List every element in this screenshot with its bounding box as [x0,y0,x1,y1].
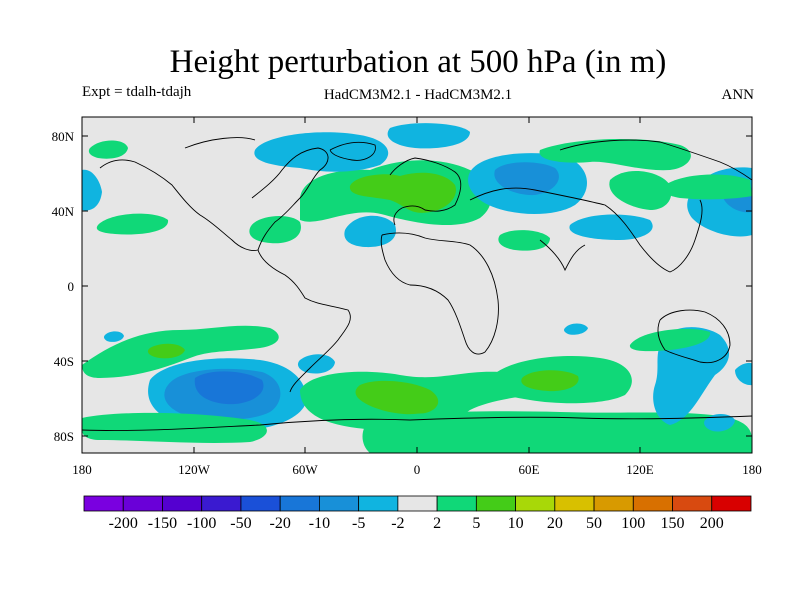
contour-neg-australia [653,327,730,425]
colorbar-swatch [672,495,713,512]
colorbar-label: 200 [700,515,724,532]
contour-10-europe [349,172,456,213]
y-tick-label: 40S [54,354,74,369]
colorbar-label: -10 [309,515,330,532]
x-tick-label: 120W [178,462,211,477]
y-axis [82,135,752,437]
y-tick-label: 40N [52,204,75,219]
colorbar-label: 150 [661,515,685,532]
colorbar-label: 100 [621,515,645,532]
colorbar-label: 5 [472,515,480,532]
contour-neg-small1 [103,331,124,342]
contour-neg-greenland2 [387,123,470,149]
colorbar-swatch [632,495,673,512]
contour-pos-antarctic [82,412,267,443]
contour-neg10-w-siberia [494,162,559,196]
x-tick-label: 0 [414,462,421,477]
contour-pos-n-pacific-w [96,213,169,235]
contour-pos-sw-pacific [629,328,711,352]
colorbar-label: -150 [148,515,177,532]
coastlines [82,137,752,431]
colorbar-swatch [436,495,477,512]
colorbar-swatch [162,495,203,512]
colorbar-swatch [83,495,124,512]
colorbar-swatch [122,495,163,512]
contour-neg-small2 [564,323,588,335]
x-tick-label: 120E [626,462,654,477]
colorbar-label: 20 [547,515,563,532]
colorbar-label: -20 [270,515,291,532]
contour-pos-arctic [88,140,128,159]
colorbar-swatch [711,495,752,512]
contour-neg20-s-pacific [194,371,264,405]
colorbar-swatch [279,495,320,512]
colorbar-label: 2 [433,515,441,532]
x-axis [81,117,641,453]
x-tick-labels: 180 120W 60W 0 60E 120E 180 [72,462,762,477]
contour-neg-small3 [704,414,735,432]
colorbar-label: -200 [109,515,138,532]
colorbar-swatch [201,495,242,512]
colorbar-label: -5 [352,515,365,532]
y-tick-label: 80N [52,129,75,144]
contour-neg-med [344,215,396,248]
colorbar-label: -50 [230,515,251,532]
period-label: ANN [721,87,755,103]
contour-neg-n-pacific [82,169,102,211]
contour-pos-asia-mid [609,170,672,210]
map-title: Height perturbation at 500 hPa (in m) [169,44,667,80]
y-tick-label: 80S [54,429,74,444]
x-tick-label: 60W [292,462,318,477]
contour-pos-pacific-n [663,174,752,200]
colorbar-label: -100 [187,515,216,532]
colorbar: -200 -150 -100 -50 -20 -10 -5 -2 2 5 10 20 50 100 150 2… [83,495,752,532]
contour-field [82,123,752,453]
colorbar-swatch [554,495,595,512]
x-tick-label: 180 [72,462,92,477]
x-tick-label: 180 [742,462,762,477]
y-tick-labels: 80N 40N 0 40S 80S [52,129,75,444]
x-tick-label: 60E [519,462,540,477]
contour-pos-arabia [498,230,550,251]
colorbar-swatch [240,495,281,512]
contour-10-se-pacific [147,343,185,359]
contour-neg-s-atlantic-w [297,354,335,374]
colorbar-swatch [358,495,399,512]
y-tick-label: 0 [68,279,75,294]
colorbar-swatch [475,495,516,512]
colorbar-swatch [593,495,634,512]
colorbar-swatch [319,495,360,512]
colorbar-swatch [515,495,556,512]
colorbar-label: -2 [391,515,404,532]
experiment-label: Expt = tdalh-tdajh [82,84,192,100]
contour-10-s-indian [521,370,579,392]
colorbar-label: 50 [586,515,602,532]
contour-neg-s-pacific-e [735,362,752,386]
contour-pos-antarctic-e [362,411,752,453]
colorbar-swatch [397,495,438,512]
contour-10-s-atlantic [355,380,439,415]
contour-pos-n-america [249,216,301,244]
contour-pos-ne-asia [539,138,691,171]
model-label: HadCM3M2.1 - HadCM3M2.1 [323,87,513,103]
colorbar-label: 10 [508,515,524,532]
